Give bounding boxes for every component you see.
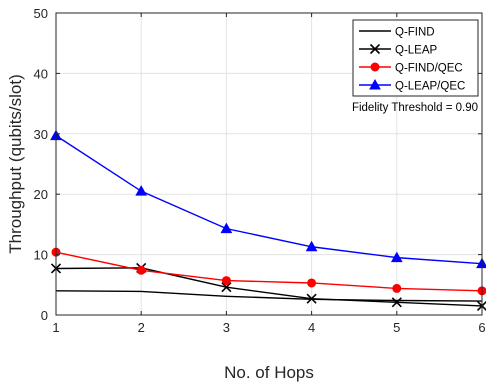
series-q-leap: [50, 262, 486, 312]
data-point: [221, 276, 231, 286]
series-q-leap-qec: [50, 129, 486, 269]
series-q-find: [55, 290, 483, 302]
legend-marker: [369, 78, 381, 90]
series-q-find-qec: [51, 247, 486, 296]
legend-label: Q-LEAP/QEC: [395, 81, 465, 93]
x-tick-label: 5: [393, 320, 400, 335]
series-layer: [50, 129, 486, 312]
legend-item: Q-FIND: [359, 27, 435, 39]
legend-label: Q-FIND: [395, 27, 435, 39]
x-tick-label: 2: [138, 320, 145, 335]
x-marker-stroke: [391, 297, 402, 308]
data-point: [307, 278, 317, 288]
data-point: [221, 282, 232, 293]
legend-label: Q-FIND/QEC: [395, 63, 463, 75]
plot-frame: [55, 12, 483, 316]
data-point: [392, 283, 402, 293]
legend-item: Q-FIND/QEC: [359, 62, 463, 75]
y-axis-label: Throughput (qubits/slot): [6, 74, 25, 254]
x-marker-stroke: [306, 293, 317, 304]
legend-marker: [369, 43, 381, 55]
y-tick-label: 10: [34, 248, 48, 263]
y-tick-label: 0: [41, 308, 48, 323]
data-point: [391, 297, 402, 308]
series-line: [55, 251, 483, 292]
x-tick-label: 1: [52, 320, 59, 335]
x-tick-label: 3: [223, 320, 230, 335]
data-point: [220, 222, 233, 234]
legend: Q-FIND Q-LEAP Q-FIND/QEC Q-LEAP/QEC: [352, 19, 479, 97]
x-axis-label: No. of Hops: [224, 363, 314, 382]
legend-marker: [370, 62, 380, 72]
data-point: [136, 265, 146, 275]
legend-item: Q-LEAP: [359, 43, 438, 57]
x-marker-stroke: [369, 43, 381, 55]
fidelity-threshold-annotation: Fidelity Threshold = 0.90: [352, 102, 478, 114]
data-point: [306, 293, 317, 304]
series-line: [55, 135, 483, 265]
x-tick-label: 4: [308, 320, 315, 335]
series-line: [55, 290, 483, 302]
data-point: [390, 251, 403, 263]
axis-ticks: 1 2 3 4 5 6 0 10 20 30 40 50: [34, 6, 486, 335]
y-tick-label: 50: [34, 6, 48, 21]
y-tick-label: 40: [34, 66, 48, 81]
legend-item: Q-LEAP/QEC: [359, 78, 465, 93]
x-marker-stroke: [221, 282, 232, 293]
data-point: [135, 185, 148, 196]
y-tick-label: 20: [34, 187, 48, 202]
data-point: [305, 240, 318, 252]
x-tick-label: 6: [478, 320, 485, 335]
y-tick-label: 30: [34, 127, 48, 142]
legend-label: Q-LEAP: [395, 45, 438, 57]
